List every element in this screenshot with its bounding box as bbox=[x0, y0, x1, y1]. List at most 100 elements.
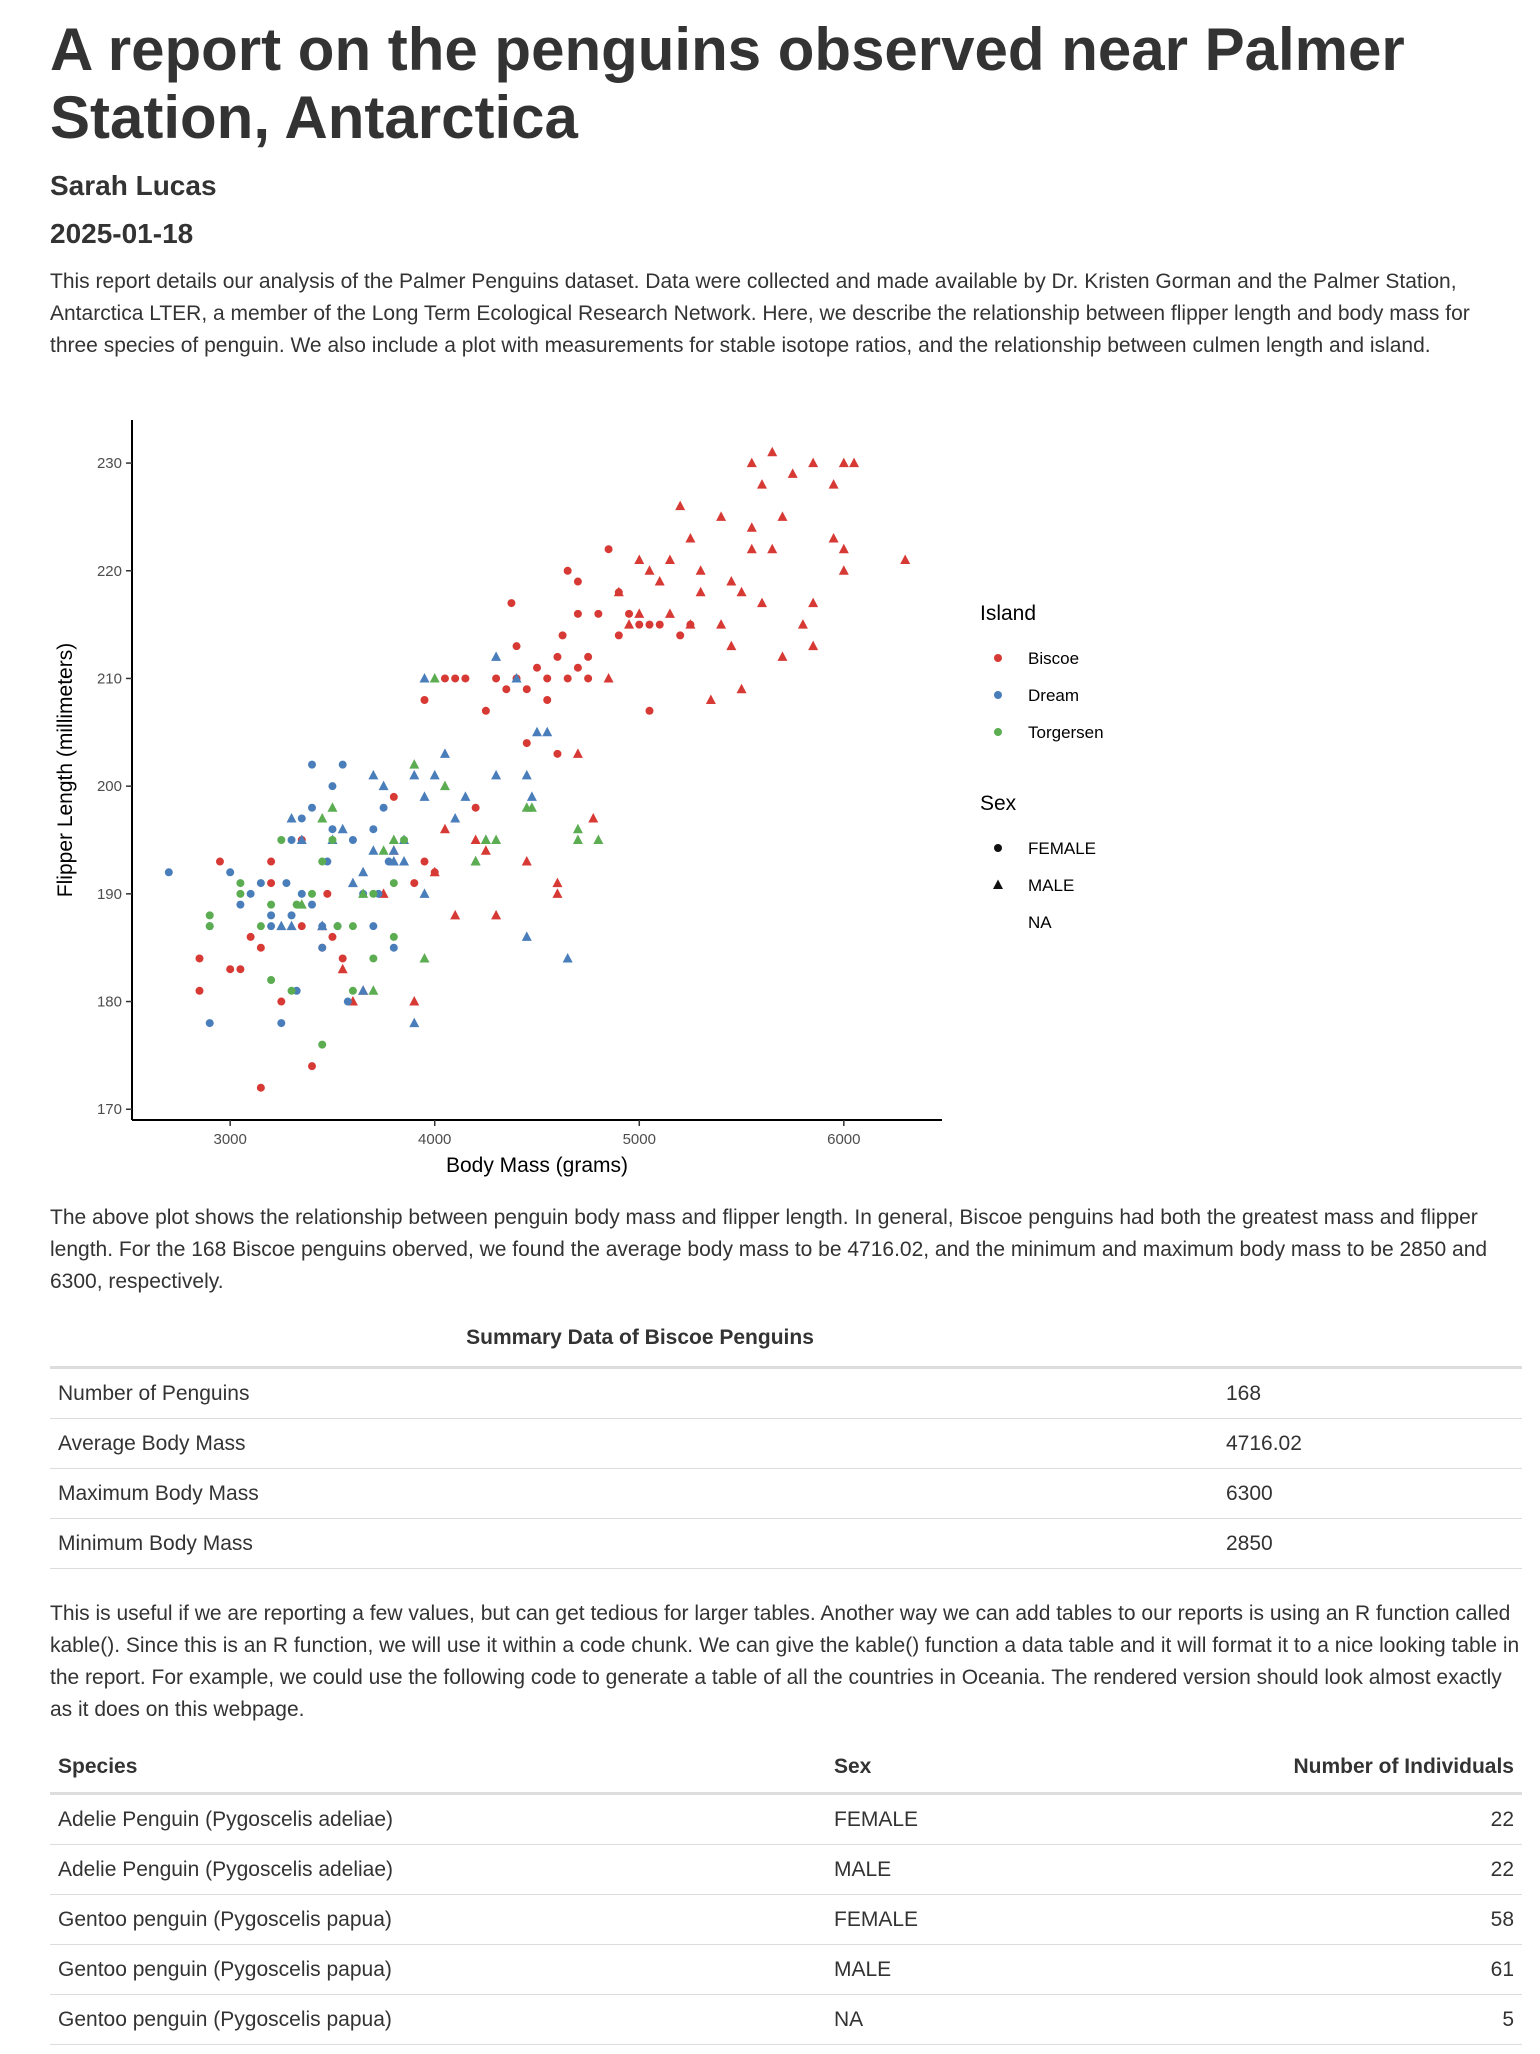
data-point-male bbox=[562, 952, 573, 963]
table-row: Number of Penguins 168 bbox=[50, 1367, 1522, 1419]
data-point-female bbox=[164, 868, 173, 877]
data-point-male bbox=[286, 920, 297, 931]
data-point-female bbox=[308, 803, 316, 812]
data-point-male bbox=[808, 597, 819, 608]
data-point-male bbox=[429, 769, 440, 780]
table-row: Gentoo penguin (Pygoscelis papua) NA 5 bbox=[50, 1994, 1522, 2045]
table-header-row: Species Sex Number of Individuals bbox=[50, 1742, 1522, 1795]
data-point-female bbox=[348, 986, 357, 995]
data-point-male bbox=[746, 457, 757, 468]
summary-label: Minimum Body Mass bbox=[50, 1518, 1218, 1569]
data-point-male bbox=[347, 877, 358, 888]
species-cell: Adelie Penguin (Pygoscelis adeliae) bbox=[50, 1844, 826, 1895]
data-point-male bbox=[399, 856, 410, 866]
data-point-male bbox=[337, 823, 348, 834]
data-point-female bbox=[256, 943, 265, 952]
count-cell: 58 bbox=[1032, 1894, 1522, 1945]
data-point-male bbox=[654, 576, 665, 586]
data-point-female bbox=[635, 620, 644, 629]
summary-label: Maximum Body Mass bbox=[50, 1468, 1218, 1519]
data-point-male bbox=[828, 532, 839, 543]
data-point-female bbox=[236, 879, 245, 888]
data-point-female bbox=[369, 922, 378, 931]
legend-label-island: Dream bbox=[1028, 686, 1079, 705]
y-tick-label: 180 bbox=[97, 994, 122, 1011]
data-point-male bbox=[695, 565, 706, 575]
legend-label-sex: FEMALE bbox=[1028, 839, 1096, 858]
table-row: Average Body Mass 4716.02 bbox=[50, 1418, 1522, 1469]
y-tick-label: 210 bbox=[97, 670, 122, 687]
data-point-male bbox=[797, 619, 808, 629]
author: Sarah Lucas bbox=[50, 170, 217, 201]
data-point-female bbox=[379, 803, 388, 812]
x-tick-label: 5000 bbox=[623, 1131, 656, 1148]
data-point-female bbox=[277, 1019, 286, 1028]
data-point-female bbox=[553, 652, 562, 661]
summary-label: Average Body Mass bbox=[50, 1418, 1218, 1469]
summary-table: Number of Penguins 168 Average Body Mass… bbox=[50, 1366, 1522, 1569]
legend-key-sex bbox=[994, 844, 1002, 852]
sex-cell: FEMALE bbox=[826, 1894, 1033, 1945]
data-point-female bbox=[410, 879, 419, 888]
summary-table-caption: Summary Data of Biscoe Penguins bbox=[466, 1326, 814, 1349]
data-point-female bbox=[256, 1083, 265, 1092]
data-point-female bbox=[308, 1062, 316, 1071]
data-point-male bbox=[480, 845, 491, 855]
data-point-female bbox=[328, 825, 337, 834]
data-point-female bbox=[573, 663, 582, 672]
data-point-male bbox=[327, 802, 338, 812]
species-cell: Adelie Penguin (Pygoscelis adeliae) bbox=[50, 1793, 826, 1845]
data-point-female bbox=[236, 900, 245, 909]
data-point-female bbox=[645, 706, 654, 715]
data-point-male bbox=[439, 748, 450, 758]
data-point-female bbox=[451, 674, 460, 683]
data-point-male bbox=[746, 543, 757, 554]
legend-label-sex: NA bbox=[1028, 913, 1052, 932]
column-header-species: Species bbox=[50, 1742, 826, 1795]
data-point-female bbox=[297, 889, 306, 898]
data-point-female bbox=[328, 836, 337, 844]
species-cell: Gentoo penguin (Pygoscelis papua) bbox=[50, 1994, 826, 2045]
data-point-female bbox=[389, 792, 398, 801]
data-point-male bbox=[572, 748, 583, 758]
data-point-male bbox=[439, 823, 450, 834]
data-point-male bbox=[409, 1017, 420, 1028]
data-point-female bbox=[267, 922, 276, 931]
x-tick-label: 6000 bbox=[827, 1131, 860, 1148]
sex-cell: FEMALE bbox=[826, 1793, 1033, 1845]
data-point-male bbox=[368, 845, 379, 855]
data-point-male bbox=[378, 780, 389, 791]
data-point-male bbox=[736, 586, 747, 597]
data-point-male bbox=[685, 532, 696, 543]
data-point-female bbox=[267, 857, 276, 866]
data-point-male bbox=[450, 909, 461, 920]
report-date: 2025-01-18 bbox=[50, 218, 194, 249]
legend-label-sex: MALE bbox=[1028, 876, 1074, 895]
data-point-male bbox=[726, 640, 737, 651]
data-point-male bbox=[526, 791, 537, 801]
data-point-female bbox=[522, 685, 531, 694]
data-point-female bbox=[645, 620, 654, 629]
summary-value: 4716.02 bbox=[1218, 1418, 1522, 1469]
data-point-female bbox=[389, 879, 398, 888]
data-point-male bbox=[593, 834, 604, 844]
data-point-female bbox=[594, 609, 603, 618]
table-row: Gentoo penguin (Pygoscelis papua) FEMALE… bbox=[50, 1894, 1522, 1945]
data-point-male bbox=[777, 651, 788, 661]
table-row: Maximum Body Mass 6300 bbox=[50, 1468, 1522, 1519]
data-point-male bbox=[511, 672, 522, 683]
species-cell: Gentoo penguin (Pygoscelis papua) bbox=[50, 1944, 826, 1995]
data-point-male bbox=[276, 920, 287, 931]
data-point-male bbox=[460, 791, 471, 801]
table-row: Minimum Body Mass 2850 bbox=[50, 1518, 1522, 1569]
data-point-female bbox=[543, 674, 552, 683]
data-point-female bbox=[507, 599, 516, 608]
data-point-male bbox=[532, 726, 542, 737]
data-point-female bbox=[195, 986, 204, 995]
data-point-female bbox=[205, 922, 214, 931]
data-point-female bbox=[226, 965, 235, 974]
data-point-male bbox=[828, 479, 839, 489]
data-point-female bbox=[543, 696, 552, 704]
data-point-female bbox=[195, 954, 204, 963]
